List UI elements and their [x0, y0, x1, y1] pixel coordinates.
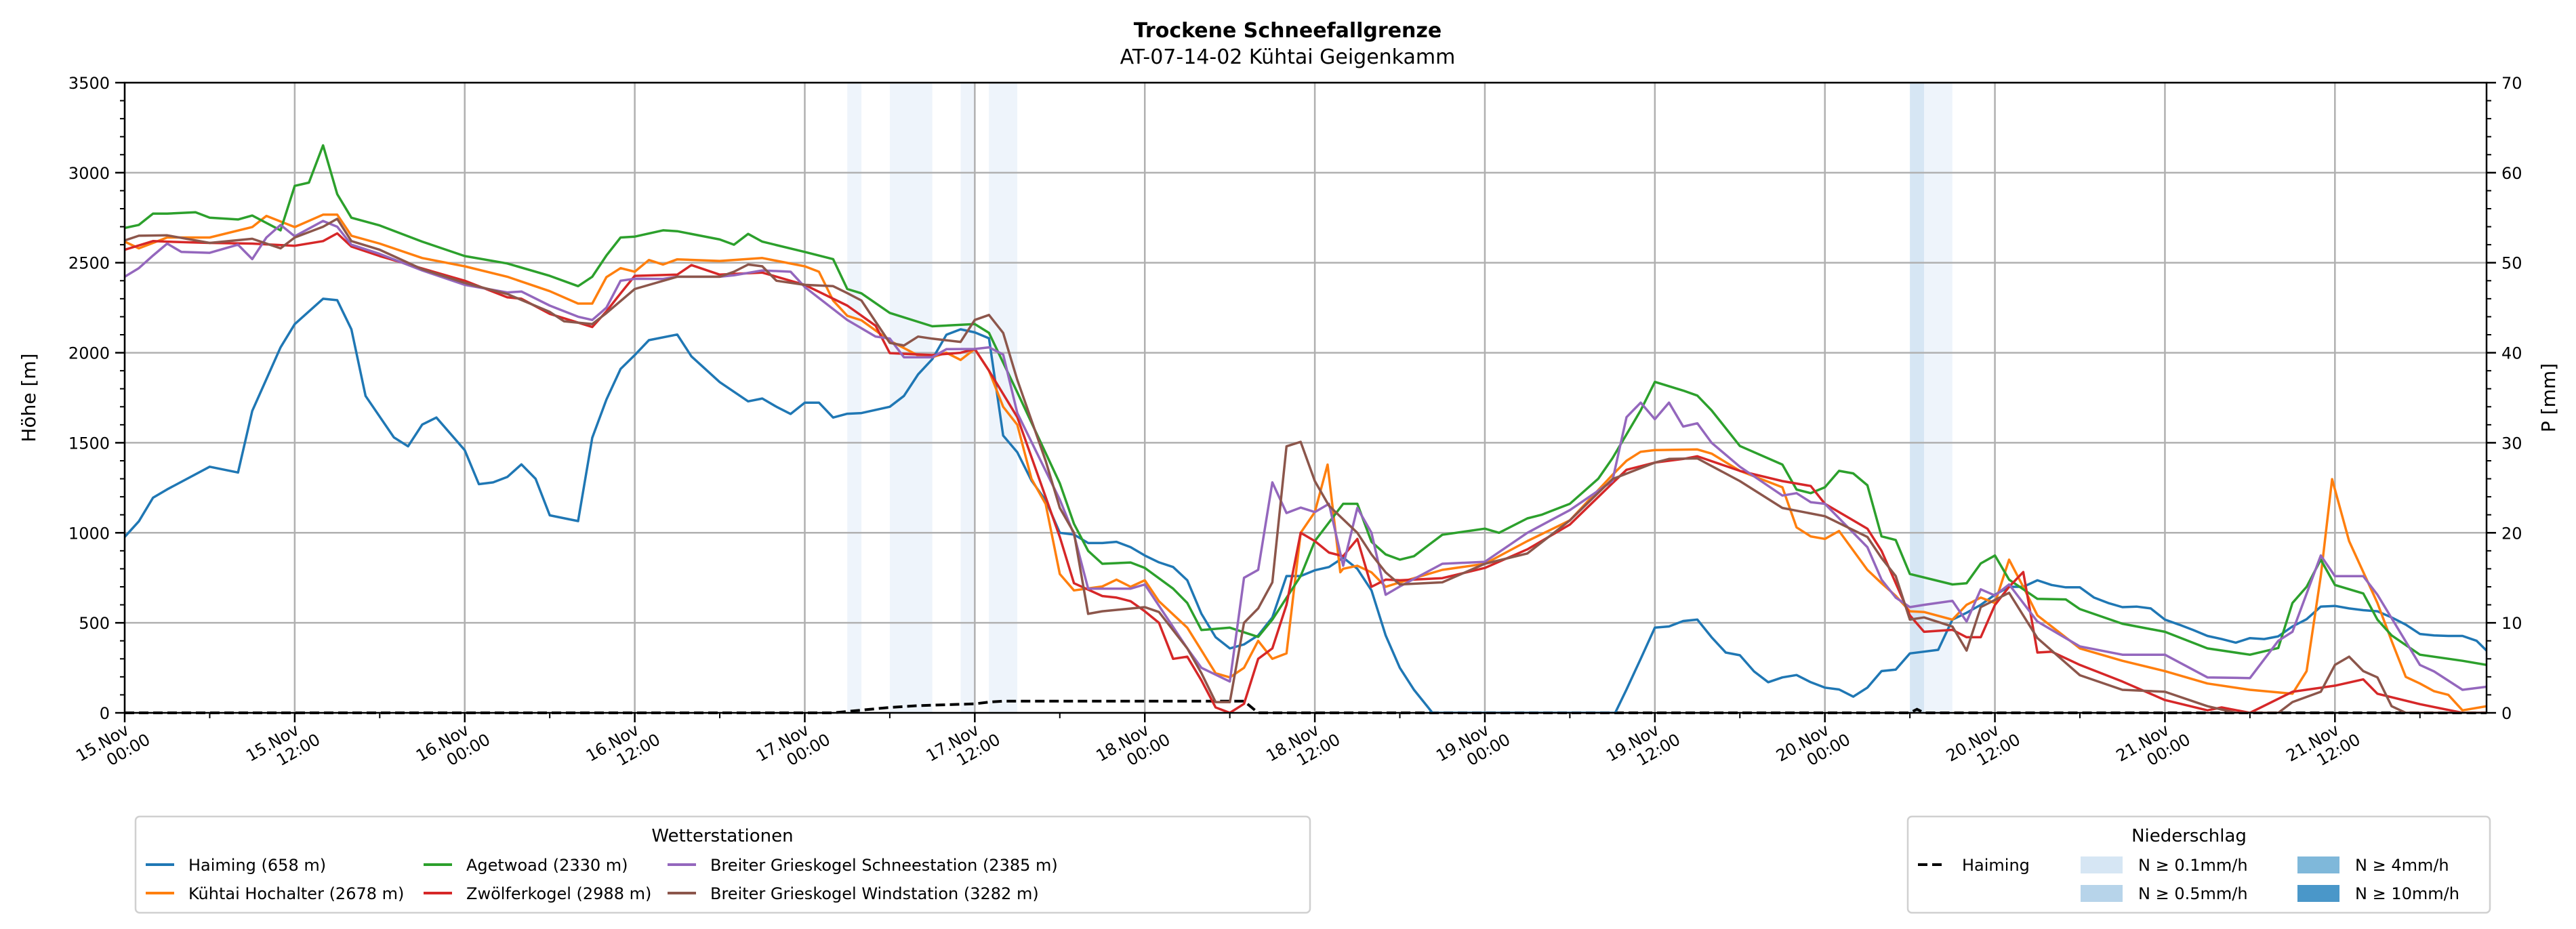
precip-line-haiming: [125, 699, 2487, 714]
legend-label: Zwölferkogel (2988 m): [466, 884, 651, 903]
y2-tick-label: 10: [2501, 614, 2522, 633]
legend-precip-swatch: [2297, 856, 2339, 873]
chart-subtitle: AT-07-14-02 Kühtai Geigenkamm: [1120, 45, 1456, 69]
series-lines: [125, 144, 2487, 714]
y2-tick-label: 40: [2501, 344, 2522, 363]
legend-precip-label: N ≥ 0.5mm/h: [2138, 884, 2248, 903]
y2-tick-label: 60: [2501, 164, 2522, 183]
legend-precip-title: Niederschlag: [2131, 826, 2247, 846]
axes: 0 500 1000 1500 2000 2500 3000 3500 0 10 20 30 40 50 6…: [68, 74, 2522, 770]
y-tick-label: 3500: [68, 74, 110, 93]
legend-stations-title: Wetterstationen: [651, 826, 793, 846]
y2-tick-label: 20: [2501, 524, 2522, 543]
legend-precip-swatch: [2081, 885, 2123, 902]
legend-label: Breiter Grieskogel Windstation (3282 m): [710, 884, 1039, 903]
y-tick-label: 1500: [68, 434, 110, 453]
legend-precip-line-label: Haiming: [1962, 856, 2030, 875]
legend-label: Haiming (658 m): [188, 856, 326, 875]
precip-band: [1910, 83, 1925, 713]
legend-label: Agetwoad (2330 m): [466, 856, 628, 875]
y2-tick-label: 70: [2501, 74, 2522, 93]
y2-axis-label: P [mm]: [2537, 363, 2560, 432]
legend-precip: Niederschlag Haiming N ≥ 0.1mm/h N ≥ 0.5m…: [1906, 815, 2491, 914]
precip-bands: [847, 83, 1953, 713]
legend-label: Kühtai Hochalter (2678 m): [188, 884, 404, 903]
series-line-3: [125, 232, 2487, 713]
series-line-2: [125, 144, 2487, 667]
legend-precip-label: N ≥ 4mm/h: [2355, 856, 2449, 875]
y-axis-label: Höhe [m]: [18, 353, 40, 442]
y-tick-label: 2500: [68, 254, 110, 273]
grid: [123, 81, 2487, 714]
y2-tick-label: 50: [2501, 254, 2522, 273]
series-line-5: [125, 218, 2487, 713]
y-tick-label: 3000: [68, 164, 110, 183]
precip-band: [960, 83, 975, 713]
legend-precip-label: N ≥ 0.1mm/h: [2138, 856, 2248, 875]
plot-frame: [123, 81, 2488, 714]
legend-precip-label: N ≥ 10mm/h: [2355, 884, 2459, 903]
precip-band: [847, 83, 862, 713]
series-line-0: [125, 297, 2487, 713]
precip-band: [889, 83, 933, 713]
legend-precip-swatch: [2297, 885, 2339, 902]
y2-tick-label: 0: [2501, 704, 2512, 723]
series-line-4: [125, 220, 2487, 691]
y-tick-label: 1000: [68, 524, 110, 543]
y-tick-label: 2000: [68, 344, 110, 363]
y-tick-label: 0: [100, 704, 110, 723]
y2-tick-label: 30: [2501, 434, 2522, 453]
chart-title: Trockene Schneefallgrenze: [1134, 19, 1442, 43]
legend-label: Breiter Grieskogel Schneestation (2385 m…: [710, 856, 1058, 875]
legend-stations: Wetterstationen Haiming (658 m) Kühtai Ho…: [134, 815, 1311, 914]
legend-precip-swatch: [2081, 856, 2123, 873]
y-tick-label: 500: [79, 614, 110, 633]
series-line-1: [125, 213, 2487, 712]
precip-band: [1924, 83, 1953, 713]
